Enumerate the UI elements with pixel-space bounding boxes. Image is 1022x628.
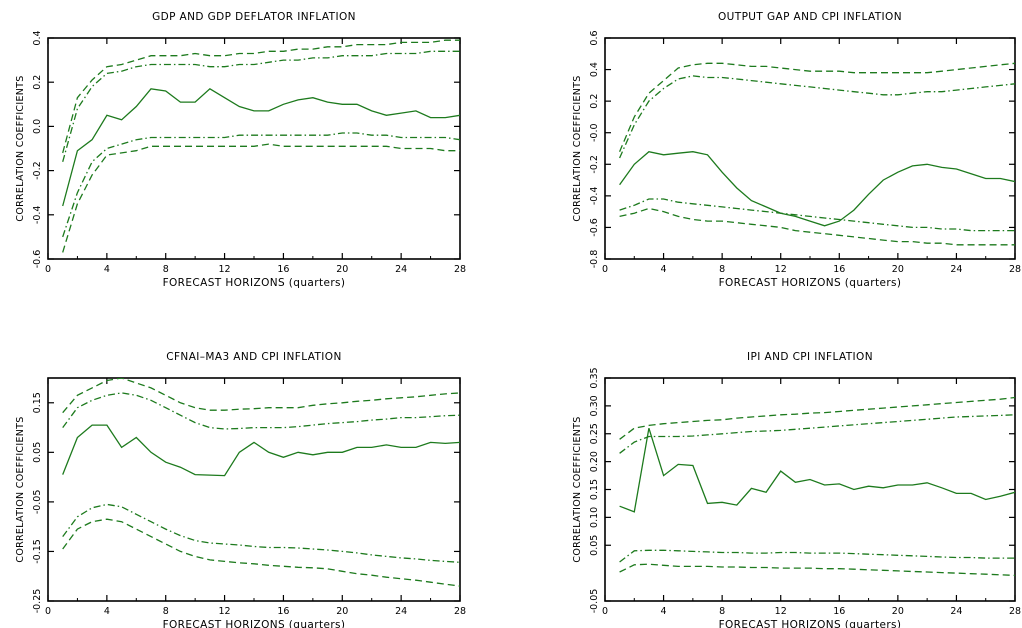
x-tick-label: 20 (336, 606, 348, 617)
y-tick-label: 0.20 (589, 451, 600, 472)
y-tick-label: 0.30 (589, 395, 600, 416)
y-tick-label: -0.25 (32, 589, 43, 614)
y-tick-label: 0.10 (589, 507, 600, 528)
y-tick-label: 0.4 (589, 62, 600, 77)
chart-panel-1: GDP AND GDP DEFLATOR INFLATION 0 4 8 12 16 20 2… (15, 11, 466, 289)
x-axis-label: FORECAST HORIZONS (quarters) (719, 277, 902, 289)
y-tick-label: 0.05 (589, 535, 600, 556)
x-tick-label: 4 (661, 264, 667, 275)
y-tick-label: 0.6 (589, 30, 600, 45)
x-tick-label: 0 (45, 264, 51, 275)
x-tick-label: 12 (775, 264, 787, 275)
series-line-dashed-5 (62, 518, 460, 587)
series-line-dashdot-4 (619, 549, 1015, 563)
x-tick-label: 20 (336, 264, 348, 275)
x-tick-label: 4 (661, 606, 667, 617)
x-tick-label: 28 (1009, 606, 1021, 617)
x-tick-label: 12 (219, 264, 231, 275)
x-tick-label: 0 (602, 264, 608, 275)
plot-frame (47, 377, 461, 602)
series-line-solid-3 (619, 428, 1015, 513)
series-line-dashed-5 (619, 563, 1015, 577)
y-tick-label: 0.05 (32, 442, 43, 463)
x-tick-label: 8 (719, 264, 725, 275)
x-tick-label: 0 (602, 606, 608, 617)
chart-panel-3: CFNAI–MA3 AND CPI INFLATION 0 4 8 12 16 20 24 28… (15, 351, 466, 628)
x-tick-label: 28 (454, 606, 466, 617)
series-line-dashdot-4 (62, 503, 460, 563)
y-axis-label: CORRELATION COEFFICIENTS (15, 416, 26, 562)
y-axis-label: CORRELATION COEFFICIENTS (15, 75, 26, 221)
x-axis-label: FORECAST HORIZONS (quarters) (163, 277, 346, 289)
y-tick-label: -0.8 (589, 250, 600, 269)
series-line-solid-3 (62, 87, 460, 207)
y-tick-label: -0.05 (32, 490, 43, 515)
series-line-dashed-5 (62, 143, 460, 253)
y-tick-label: 0.35 (589, 367, 600, 388)
x-tick-label: 24 (395, 264, 407, 275)
y-tick-label: 0.15 (32, 392, 43, 413)
y-tick-label: -0.6 (589, 218, 600, 237)
x-tick-label: 4 (104, 606, 110, 617)
series-line-dashed-1 (62, 39, 460, 154)
series-line-dashed-1 (619, 396, 1015, 440)
x-tick-label: 8 (163, 606, 169, 617)
series-line-solid-3 (619, 150, 1015, 227)
y-tick-label: -0.0 (589, 123, 600, 142)
x-tick-label: 16 (833, 606, 845, 617)
y-tick-label: -0.05 (589, 589, 600, 614)
series-line-dashed-5 (619, 207, 1015, 246)
y-tick-label: 0.15 (589, 479, 600, 500)
chart-title: OUTPUT GAP AND CPI INFLATION (718, 11, 902, 23)
y-tick-label: 0.0 (32, 119, 43, 134)
chart-title: GDP AND GDP DEFLATOR INFLATION (152, 11, 356, 23)
y-tick-label: 0.4 (32, 30, 43, 45)
series-line-dashdot-4 (62, 132, 460, 238)
y-tick-label: 0.25 (589, 423, 600, 444)
series-line-dashdot-2 (619, 75, 1015, 159)
x-tick-label: 20 (892, 264, 904, 275)
x-tick-label: 24 (950, 606, 962, 617)
y-tick-label: 0.2 (589, 94, 600, 109)
x-tick-label: 24 (395, 606, 407, 617)
chart-panel-2: OUTPUT GAP AND CPI INFLATION 0 4 8 12 16 20 24 2… (572, 11, 1021, 289)
series-line-dashdot-4 (619, 198, 1015, 232)
x-tick-label: 16 (277, 606, 289, 617)
series-line-solid-3 (62, 424, 460, 477)
x-axis-label: FORECAST HORIZONS (quarters) (163, 619, 346, 628)
y-tick-label: -0.4 (32, 206, 43, 225)
x-tick-label: 12 (775, 606, 787, 617)
x-tick-label: 24 (950, 264, 962, 275)
chart-title: IPI AND CPI INFLATION (747, 351, 873, 363)
series-line-dashdot-2 (619, 414, 1015, 454)
x-tick-label: 12 (219, 606, 231, 617)
chart-title: CFNAI–MA3 AND CPI INFLATION (166, 351, 341, 363)
y-tick-label: -0.6 (32, 250, 43, 269)
x-tick-label: 28 (1009, 264, 1021, 275)
series-line-dashed-1 (619, 62, 1015, 152)
x-tick-label: 16 (277, 264, 289, 275)
y-axis-label: CORRELATION COEFFICIENTS (572, 75, 583, 221)
chart-panel-4: IPI AND CPI INFLATION 0 4 8 12 16 20 24 28 -0.05 0… (572, 351, 1021, 628)
y-tick-label: -0.15 (32, 539, 43, 564)
x-tick-label: 0 (45, 606, 51, 617)
y-tick-label: -0.2 (589, 155, 600, 174)
x-axis-label: FORECAST HORIZONS (quarters) (719, 619, 902, 628)
y-tick-label: 0.2 (32, 75, 43, 90)
x-tick-label: 8 (719, 606, 725, 617)
x-tick-label: 16 (833, 264, 845, 275)
x-tick-label: 4 (104, 264, 110, 275)
x-tick-label: 28 (454, 264, 466, 275)
series-line-dashdot-2 (62, 392, 460, 430)
y-axis-label: CORRELATION COEFFICIENTS (572, 416, 583, 562)
series-line-dashdot-2 (62, 50, 460, 162)
y-tick-label: -0.4 (589, 187, 600, 206)
y-tick-label: -0.2 (32, 161, 43, 180)
x-tick-label: 20 (892, 606, 904, 617)
x-tick-label: 8 (163, 264, 169, 275)
series-line-dashed-1 (62, 378, 460, 414)
